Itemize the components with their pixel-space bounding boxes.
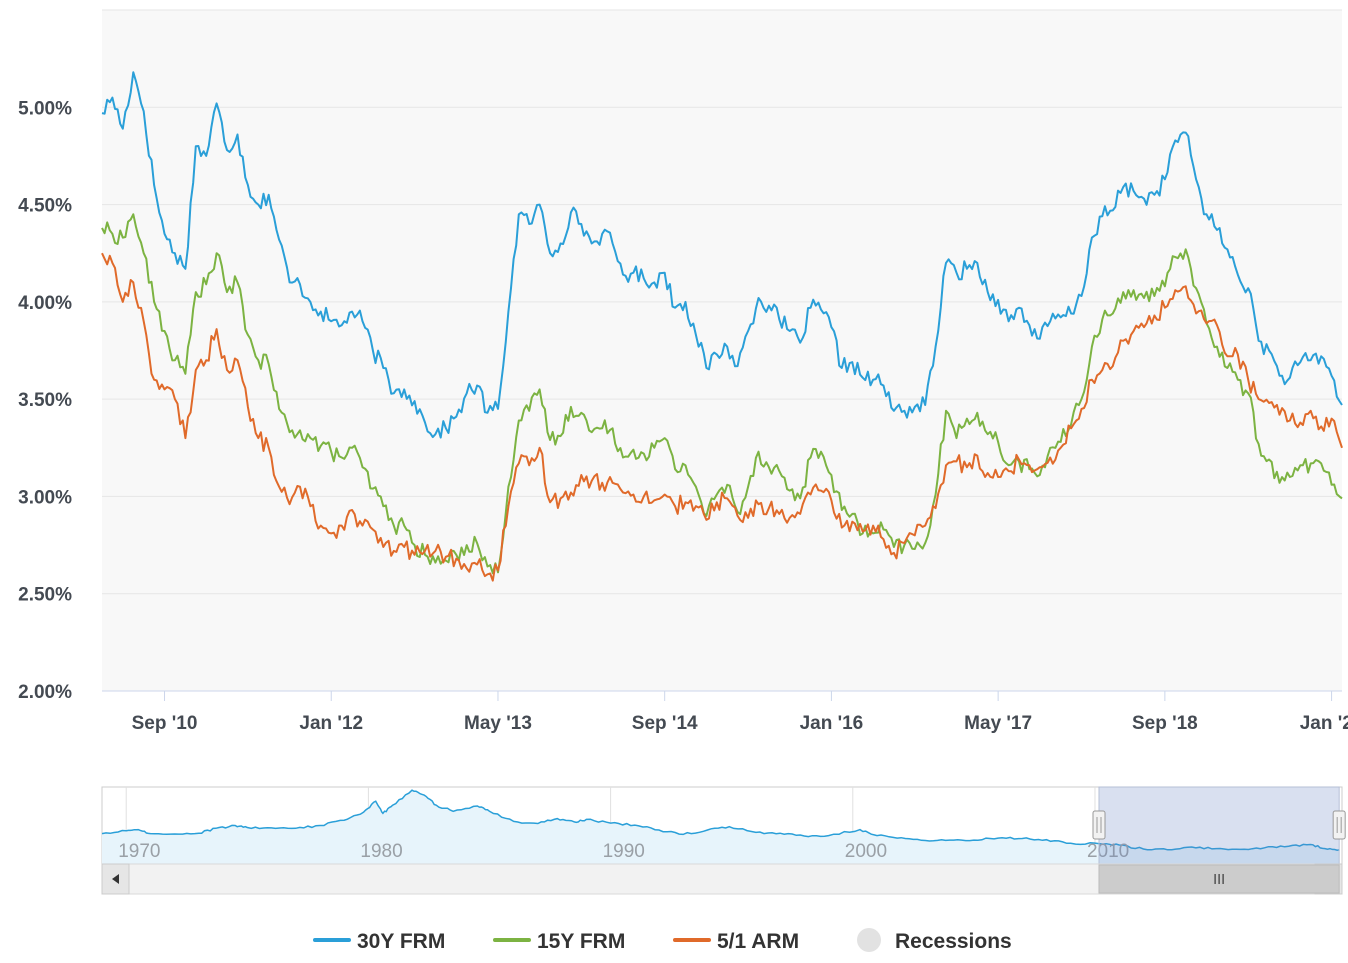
x-tick-label: Sep '18 [1132,713,1198,734]
navigator-line [101,789,1340,851]
legend-label: 30Y FRM [357,930,445,953]
navigator-scrollbar[interactable] [101,863,1343,895]
y-tick-label: 5.00% [18,98,72,119]
y-tick-label: 2.50% [18,585,72,606]
navigator-area [102,790,1340,864]
navigator-tick-label: 2000 [845,841,887,862]
x-axis-ticks: Sep '10 Jan '12 May '13 Sep '14 Jan '16 May '… [132,691,1348,734]
series-line-30y-frm[interactable] [101,71,1343,439]
legend-item-5-1-arm[interactable]: 5/1 ARM [673,930,799,953]
x-tick-label: May '13 [464,713,532,734]
navigator-handle-left[interactable] [1092,810,1106,840]
legend-label: 5/1 ARM [717,930,799,953]
navigator-tick-label: 1980 [360,841,402,862]
x-tick-label: Sep '14 [632,713,698,734]
x-tick-label: Sep '10 [132,713,198,734]
x-tick-label: Jan '20 [1300,713,1348,734]
navigator-tick-label: 1970 [118,841,160,862]
navigator[interactable]: 1970 1980 1990 2000 2010 [101,786,1346,895]
series-lines [101,71,1343,582]
y-tick-label: 4.50% [18,196,72,217]
x-tick-label: Jan '12 [299,713,363,734]
navigator-handle-right[interactable] [1332,810,1346,840]
legend-item-30y-frm[interactable]: 30Y FRM [313,930,445,953]
y-tick-label: 2.00% [18,682,72,703]
x-tick-label: Jan '16 [800,713,864,734]
legend: 30Y FRM 15Y FRM 5/1 ARM Recessions [313,928,1012,953]
navigator-selection[interactable] [1092,786,1346,865]
navigator-selected-range[interactable] [1098,786,1340,865]
legend-item-recessions[interactable]: Recessions [857,928,1012,953]
handle-grip[interactable] [1332,810,1346,840]
legend-swatch [857,928,881,952]
navigator-series [101,789,1340,864]
y-tick-label: 3.50% [18,390,72,411]
navigator-tick-label: 2010 [1087,841,1129,862]
legend-label: 15Y FRM [537,930,625,953]
series-line-15y-frm[interactable] [101,213,1343,575]
legend-label: Recessions [895,930,1012,953]
scrollbar-thumb-group[interactable] [1098,864,1340,894]
navigator-tick-label: 1990 [603,841,645,862]
y-tick-label: 3.00% [18,487,72,508]
scroll-left-arrow-icon [112,874,119,884]
x-tick-label: May '17 [964,713,1032,734]
navigator-axis-labels: 1970 1980 1990 2000 2010 [118,841,1129,862]
y-axis-labels: 2.00% 2.50% 3.00% 3.50% 4.00% 4.50% 5.00% [18,98,72,703]
y-tick-label: 4.00% [18,293,72,314]
series-line-5-1-arm[interactable] [101,252,1343,582]
handle-grip[interactable] [1092,810,1106,840]
legend-item-15y-frm[interactable]: 15Y FRM [493,930,625,953]
